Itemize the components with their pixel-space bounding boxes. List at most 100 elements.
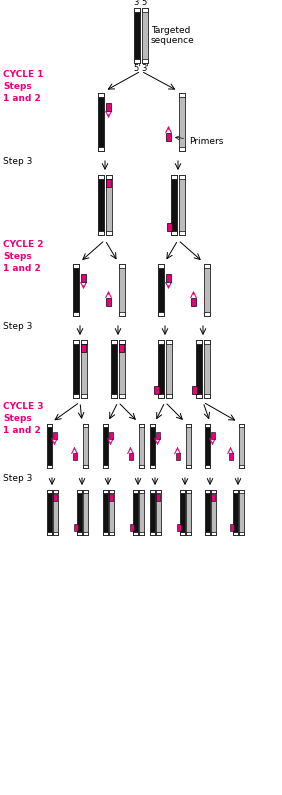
Bar	[81, 274, 86, 282]
Bar	[133, 490, 138, 493]
Bar	[155, 532, 160, 535]
Bar	[119, 340, 125, 398]
Bar	[179, 175, 185, 235]
Bar	[129, 453, 133, 460]
Bar	[204, 394, 210, 398]
Bar	[47, 424, 52, 468]
Bar	[73, 394, 79, 398]
Bar	[73, 264, 79, 316]
Bar	[142, 59, 148, 63]
Bar	[98, 147, 104, 151]
Bar	[166, 394, 172, 398]
Bar	[102, 490, 107, 493]
Bar	[204, 312, 210, 316]
Bar	[154, 386, 159, 394]
Bar	[232, 490, 237, 535]
Bar	[111, 340, 117, 398]
Bar	[149, 465, 155, 468]
Bar	[138, 490, 144, 493]
Bar	[83, 465, 87, 468]
Bar	[239, 424, 243, 468]
Bar	[166, 274, 171, 282]
Bar	[239, 490, 243, 493]
Bar	[102, 424, 107, 468]
Bar	[106, 175, 112, 235]
Bar	[83, 490, 87, 535]
Bar	[186, 424, 191, 427]
Bar	[111, 394, 117, 398]
Text: CYCLE 1
Steps
1 and 2: CYCLE 1 Steps 1 and 2	[3, 70, 43, 103]
Bar	[119, 394, 125, 398]
Bar	[47, 532, 52, 535]
Bar	[138, 424, 144, 468]
Bar	[179, 231, 185, 235]
Bar	[81, 394, 87, 398]
Bar	[210, 494, 215, 501]
Bar	[138, 532, 144, 535]
Bar	[186, 490, 191, 493]
Bar	[109, 490, 113, 535]
Bar	[149, 490, 155, 493]
Bar	[210, 532, 215, 535]
Bar	[119, 264, 125, 316]
Bar	[180, 490, 184, 535]
Bar	[158, 312, 164, 316]
Bar	[204, 340, 210, 344]
Bar	[158, 264, 164, 268]
Bar	[186, 490, 191, 535]
Bar	[192, 386, 197, 394]
Bar	[179, 93, 185, 151]
Bar	[166, 133, 171, 141]
Bar	[52, 490, 58, 535]
Bar	[142, 8, 148, 12]
Bar	[52, 532, 58, 535]
Bar	[155, 490, 160, 535]
Bar	[204, 490, 210, 535]
Text: CYCLE 3
Steps
1 and 2: CYCLE 3 Steps 1 and 2	[3, 402, 43, 435]
Bar	[47, 490, 52, 535]
Bar	[73, 340, 79, 344]
Bar	[171, 175, 177, 235]
Bar	[47, 490, 52, 493]
Bar	[138, 490, 144, 535]
Bar	[167, 223, 172, 231]
Bar	[73, 340, 79, 398]
Bar	[81, 340, 87, 344]
Bar	[228, 453, 232, 460]
Bar	[106, 175, 112, 179]
Bar	[47, 465, 52, 468]
Bar	[98, 175, 104, 179]
Text: 3': 3'	[133, 0, 141, 7]
Bar	[171, 231, 177, 235]
Bar	[179, 147, 185, 151]
Bar	[186, 465, 191, 468]
Bar	[83, 424, 87, 427]
Bar	[177, 524, 180, 531]
Bar	[133, 532, 138, 535]
Bar	[142, 8, 148, 63]
Bar	[102, 532, 107, 535]
Bar	[196, 394, 202, 398]
Bar	[171, 175, 177, 179]
Bar	[239, 532, 243, 535]
Bar	[196, 340, 202, 398]
Bar	[106, 179, 111, 187]
Bar	[83, 490, 87, 493]
Bar	[76, 490, 81, 535]
Text: Step 3: Step 3	[3, 322, 32, 331]
Bar	[83, 424, 87, 468]
Bar	[149, 424, 155, 427]
Bar	[232, 490, 237, 493]
Bar	[47, 424, 52, 427]
Bar	[204, 532, 210, 535]
Text: 3': 3'	[141, 64, 149, 73]
Text: Targeted
sequence: Targeted sequence	[151, 25, 195, 45]
Bar	[230, 524, 233, 531]
Bar	[73, 312, 79, 316]
Bar	[239, 424, 243, 427]
Bar	[191, 298, 196, 306]
Bar	[158, 394, 164, 398]
Bar	[180, 532, 184, 535]
Bar	[76, 490, 81, 493]
Bar	[111, 340, 117, 344]
